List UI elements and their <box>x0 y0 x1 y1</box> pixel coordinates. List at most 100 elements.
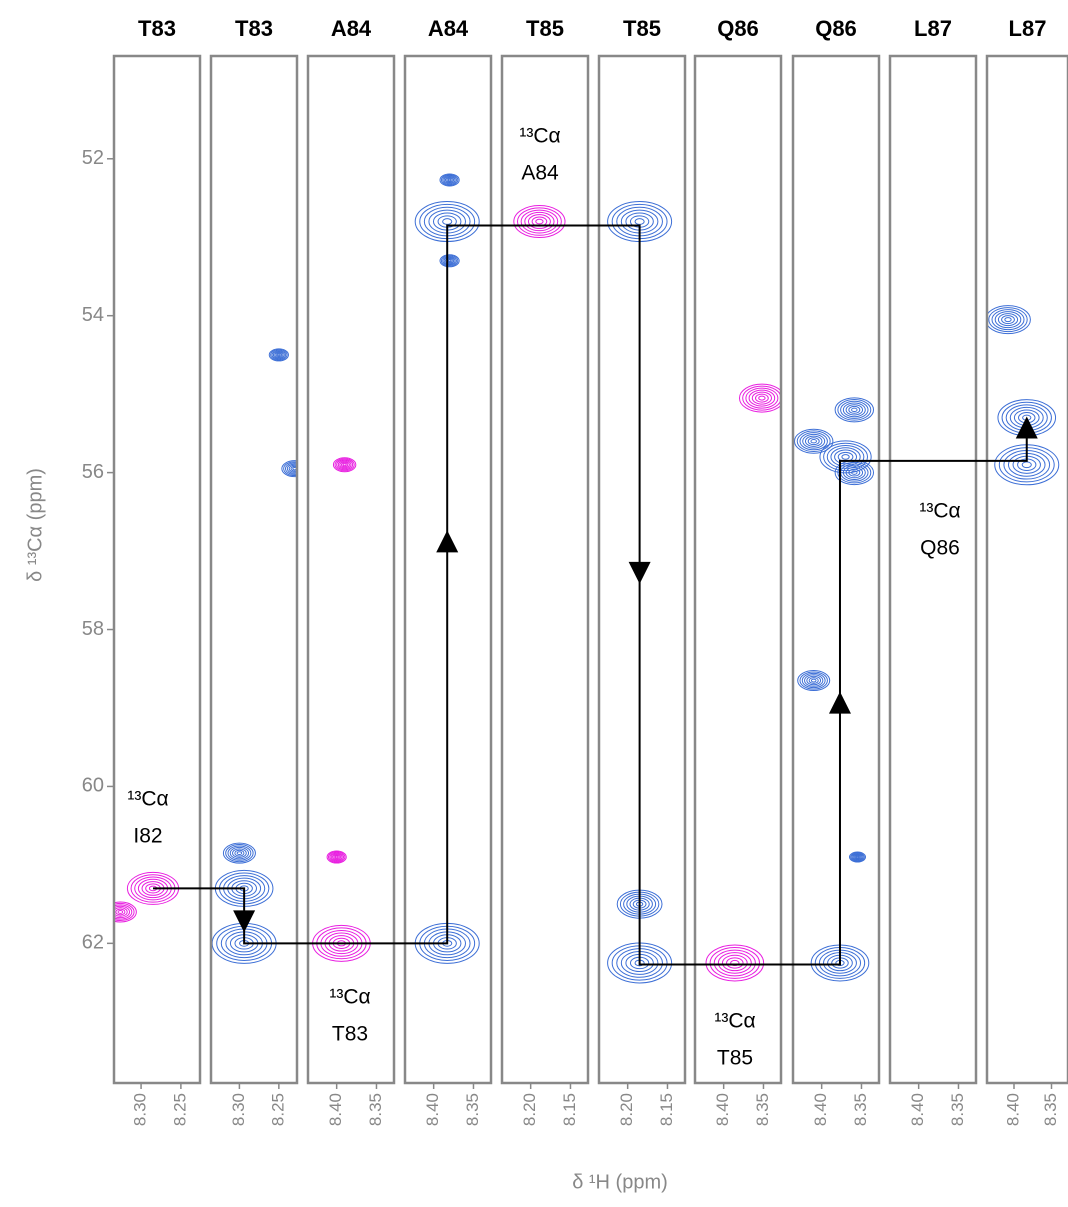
y-tick-label: 60 <box>82 775 104 797</box>
contour <box>330 853 343 861</box>
x-tick-label: 8.35 <box>463 1093 482 1126</box>
annotation: ¹³Cα <box>919 500 960 523</box>
contour <box>848 468 861 477</box>
contour <box>1001 315 1015 325</box>
contour <box>447 259 452 263</box>
x-axis-title: δ ¹H (ppm) <box>572 1171 668 1193</box>
contour <box>326 850 347 864</box>
y-tick-label: 58 <box>82 618 104 640</box>
peak <box>268 348 289 362</box>
contour <box>994 311 1022 329</box>
strip-border <box>597 54 687 1085</box>
contour <box>117 910 124 914</box>
contour <box>281 460 297 478</box>
peak <box>114 901 137 923</box>
arrow-head <box>1015 416 1038 439</box>
contour <box>339 461 350 469</box>
arrow-head <box>233 910 256 933</box>
y-axis-title: δ ¹³Cα (ppm) <box>24 468 46 582</box>
x-tick-label: 8.35 <box>851 1093 870 1126</box>
contour <box>997 313 1019 327</box>
contour <box>336 459 354 471</box>
contour <box>801 672 826 689</box>
contour <box>799 671 828 690</box>
strip-panel <box>308 56 394 1083</box>
peak <box>738 383 781 413</box>
contour <box>115 908 126 916</box>
strip-title: Q86 <box>815 16 857 41</box>
contour <box>849 851 866 863</box>
contour <box>855 855 860 859</box>
x-tick-label: 8.20 <box>617 1093 636 1126</box>
strip-border <box>888 54 978 1085</box>
contour <box>840 400 869 419</box>
contour <box>804 435 823 447</box>
contour <box>748 389 776 407</box>
strip-title: A84 <box>331 16 372 41</box>
contour <box>114 907 128 917</box>
peaks <box>513 205 566 239</box>
contour <box>444 176 455 184</box>
strip-border <box>693 54 783 1085</box>
contour <box>797 670 831 692</box>
peak <box>326 850 347 864</box>
strip-border <box>306 54 396 1085</box>
contour <box>524 211 555 232</box>
x-tick-label: 8.25 <box>268 1093 287 1126</box>
y-tick-label: 62 <box>82 932 104 954</box>
strip-panel <box>890 56 976 1083</box>
contour <box>232 848 247 858</box>
contour <box>329 852 345 862</box>
contour <box>446 177 453 183</box>
contour <box>236 851 243 856</box>
contour <box>222 842 256 864</box>
contour <box>1004 317 1012 323</box>
contour <box>705 944 765 982</box>
contour <box>837 399 872 421</box>
strip-border <box>403 54 493 1085</box>
contour <box>442 175 457 185</box>
annotation: A84 <box>521 162 559 185</box>
strip-border <box>209 54 299 1085</box>
peak <box>849 851 866 863</box>
annotation: I82 <box>133 825 162 848</box>
contour <box>227 845 252 861</box>
arrow-head <box>628 561 651 584</box>
contour <box>819 440 872 474</box>
contour <box>850 852 865 862</box>
contour <box>272 350 285 359</box>
contour <box>440 174 459 186</box>
x-tick-label: 8.15 <box>560 1093 579 1126</box>
strip-border <box>500 54 590 1085</box>
arrow-head <box>828 691 851 714</box>
contour <box>834 397 875 423</box>
peak <box>222 842 256 864</box>
contour <box>726 957 744 969</box>
contour <box>440 255 459 267</box>
contour <box>288 464 297 473</box>
annotation: T83 <box>332 1023 368 1046</box>
x-tick-label: 8.40 <box>423 1093 442 1126</box>
contour <box>842 465 866 480</box>
contour <box>810 678 817 683</box>
strip-border <box>791 54 881 1085</box>
x-tick-label: 8.35 <box>753 1093 772 1126</box>
peak <box>332 457 357 473</box>
strip-panel <box>114 56 200 1083</box>
x-tick-label: 8.30 <box>229 1093 248 1126</box>
peaks <box>114 871 180 923</box>
contour <box>758 395 766 401</box>
contour <box>443 176 456 184</box>
peak <box>439 254 460 268</box>
contour <box>754 393 769 403</box>
peak <box>797 670 831 692</box>
contour <box>332 853 342 861</box>
y-tick-label: 54 <box>82 304 104 326</box>
contour <box>271 350 287 360</box>
strip-title: T83 <box>138 16 176 41</box>
contour <box>837 461 872 484</box>
contour <box>276 353 281 357</box>
contour <box>114 901 137 923</box>
contour <box>802 433 826 449</box>
